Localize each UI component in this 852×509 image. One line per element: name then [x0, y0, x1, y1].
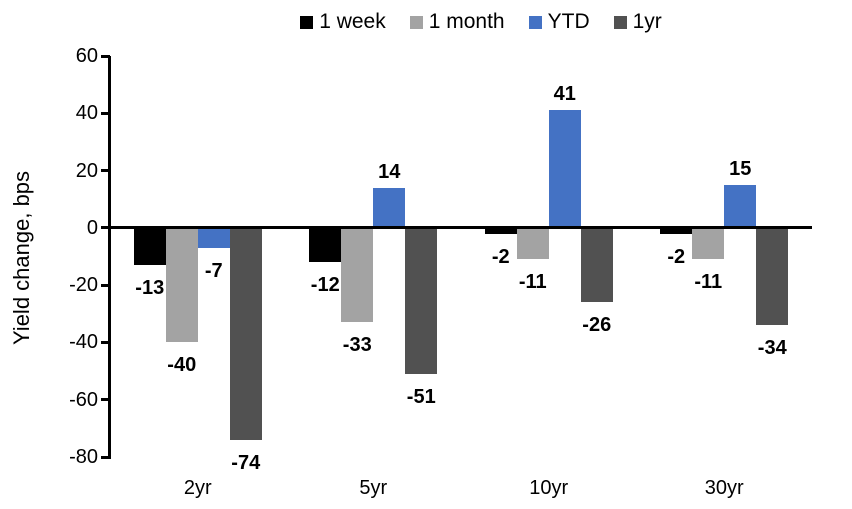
bar-data-label: 14 [378, 160, 401, 183]
legend-label: 1yr [632, 10, 662, 33]
x-category-label: 2yr [183, 477, 212, 499]
bar-1yr-5yr [405, 227, 438, 374]
y-tick-label: 20 [75, 159, 98, 182]
y-tick-mark [101, 226, 110, 230]
bar-1-week-2yr [133, 227, 166, 266]
x-category-label: 30yr [704, 477, 744, 499]
bar-YTD-2yr [197, 227, 230, 248]
legend-item-0: 1 week [300, 7, 386, 37]
x-category-label: 10yr [529, 477, 569, 499]
y-axis-title: Yield change, bps [9, 170, 34, 346]
legend: 1 week 1 month YTD 1yr [130, 7, 832, 37]
legend-swatch-icon [613, 15, 627, 29]
legend-swatch-icon [528, 15, 542, 29]
legend-item-3: 1yr [613, 7, 662, 37]
bar-YTD-5yr [373, 187, 406, 228]
bar-1-week-5yr [309, 227, 342, 263]
y-tick-label: 60 [75, 45, 98, 67]
y-tick-label: 0 [86, 216, 98, 239]
bar-data-label: -26 [582, 314, 612, 337]
bar-data-label: -74 [231, 451, 261, 474]
bar-data-label: -13 [135, 277, 165, 300]
bar-data-label: -40 [167, 354, 197, 377]
legend-label: YTD [547, 10, 590, 33]
bar-YTD-30yr [724, 184, 757, 228]
bar-YTD-10yr [548, 110, 581, 228]
bar-data-label: -34 [757, 337, 787, 360]
y-tick-label: -60 [69, 388, 98, 411]
bar-data-label: -33 [342, 334, 372, 357]
y-tick-mark [101, 398, 110, 402]
y-tick-label: -20 [69, 274, 98, 297]
legend-swatch-icon [409, 15, 423, 29]
bar-data-label: -12 [310, 274, 340, 297]
y-tick-mark [101, 169, 110, 173]
bar-data-label: -2 [667, 245, 686, 268]
bar-1yr-2yr [229, 227, 262, 440]
legend-item-2: YTD [528, 7, 590, 37]
legend-label: 1 week [319, 10, 386, 33]
x-axis-line [110, 226, 812, 230]
bar-1-month-30yr [692, 227, 725, 260]
bar-1-month-10yr [516, 227, 549, 260]
bar-data-label: -51 [406, 385, 436, 408]
bar-data-label: 15 [729, 157, 752, 180]
y-tick-label: 40 [75, 102, 98, 125]
y-tick-mark [101, 111, 110, 115]
legend-item-1: 1 month [409, 7, 505, 37]
legend-swatch-icon [300, 15, 314, 29]
y-tick-mark [101, 340, 110, 344]
y-tick-mark [101, 283, 110, 287]
x-category-label: 5yr [359, 477, 388, 499]
y-axis-line [108, 56, 111, 459]
bar-1-week-10yr [484, 227, 517, 234]
bar-1-month-5yr [341, 227, 374, 323]
y-tick-label: -80 [69, 446, 98, 468]
y-tick-mark [101, 455, 110, 459]
bar-1yr-30yr [756, 227, 789, 326]
bar-1-month-2yr [165, 227, 198, 343]
y-tick-label: -40 [69, 331, 98, 354]
y-tick-mark [101, 54, 110, 58]
bar-data-label: -11 [518, 271, 547, 294]
legend-label: 1 month [428, 10, 505, 33]
bar-data-label: -7 [204, 259, 223, 282]
bar-data-label: -2 [491, 245, 510, 268]
bar-data-label: 41 [553, 83, 576, 106]
bar-1yr-10yr [580, 227, 613, 303]
bar-data-label: -11 [694, 271, 723, 294]
bar-1-week-30yr [660, 227, 693, 234]
